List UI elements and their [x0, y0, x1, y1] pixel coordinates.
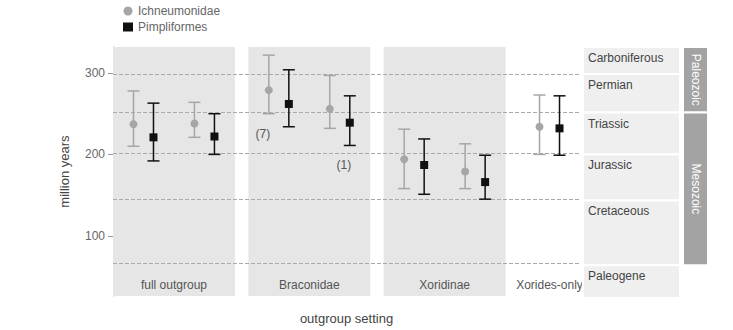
svg-text:Braconidae: Braconidae: [279, 278, 340, 292]
svg-text:Cretaceous: Cretaceous: [588, 204, 649, 218]
svg-text:Xoridinae: Xoridinae: [419, 278, 470, 292]
svg-text:Paleogene: Paleogene: [588, 269, 646, 283]
svg-text:Ichneumonidae: Ichneumonidae: [138, 4, 220, 18]
svg-text:Carboniferous: Carboniferous: [588, 51, 663, 65]
svg-text:300: 300: [85, 66, 105, 80]
svg-text:200: 200: [85, 147, 105, 161]
svg-text:outgroup setting: outgroup setting: [300, 311, 393, 326]
svg-text:Jurassic: Jurassic: [588, 158, 632, 172]
svg-text:Paleozoic: Paleozoic: [689, 54, 703, 106]
svg-text:Pimpliformes: Pimpliformes: [138, 20, 207, 34]
svg-text:million years: million years: [57, 135, 72, 208]
svg-text:full outgroup: full outgroup: [141, 278, 207, 292]
svg-text:100: 100: [85, 229, 105, 243]
svg-text:(1): (1): [336, 158, 351, 172]
svg-text:Triassic: Triassic: [588, 117, 629, 131]
svg-text:(7): (7): [255, 127, 270, 141]
svg-text:Mesozoic: Mesozoic: [689, 164, 703, 215]
svg-text:Permian: Permian: [588, 78, 633, 92]
svg-text:Xorides-only: Xorides-only: [516, 278, 583, 292]
